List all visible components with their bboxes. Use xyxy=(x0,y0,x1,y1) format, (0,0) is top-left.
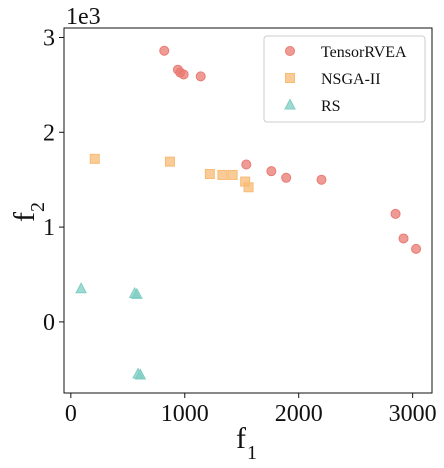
y-tick-label: 1 xyxy=(43,215,55,241)
plot-frame xyxy=(63,27,433,394)
y-tick-label: 0 xyxy=(43,310,55,336)
point-tensorrvea xyxy=(281,172,292,183)
y-scale-label: 1e3 xyxy=(66,4,101,30)
point-tensorrvea xyxy=(398,233,409,244)
y-tick-label: 2 xyxy=(43,120,55,146)
x-tick-label: 2000 xyxy=(275,401,323,427)
x-tick-label: 0 xyxy=(65,401,77,427)
legend-marker-tensorrvea xyxy=(285,46,295,56)
legend-marker-rs xyxy=(284,98,296,110)
y-axis-title-subscript: 2 xyxy=(27,202,49,212)
legend-label-tensorrvea: TensorRVEA xyxy=(321,44,407,61)
point-tensorrvea xyxy=(266,166,277,177)
legend: TensorRVEA NSGA-II RS xyxy=(263,35,426,123)
x-tick-label: 1000 xyxy=(161,401,209,427)
point-tensorrvea xyxy=(159,45,170,56)
y-axis-title: f xyxy=(8,212,41,222)
legend-box xyxy=(263,35,426,123)
point-tensorrvea xyxy=(316,174,327,185)
point-tensorrvea xyxy=(195,71,206,82)
legend-label-rs: RS xyxy=(321,98,341,115)
point-tensorrvea xyxy=(390,208,401,219)
point-rs xyxy=(131,287,143,299)
point-nsga-ii xyxy=(164,156,175,167)
data-points xyxy=(75,45,422,380)
point-tensorrvea xyxy=(241,159,252,170)
point-nsga-ii xyxy=(204,169,215,179)
point-tensorrvea xyxy=(411,243,422,254)
point-nsga-ii xyxy=(217,169,228,180)
point-nsga-ii xyxy=(89,153,100,164)
legend-marker-nsga-ii xyxy=(285,73,295,83)
point-tensorrvea xyxy=(178,69,189,80)
legend-markers xyxy=(284,46,296,110)
axis-ticks: 0 1000 2000 3000 0 1 2 3 xyxy=(43,25,437,427)
x-tick-label: 3000 xyxy=(389,401,437,427)
point-rs xyxy=(134,368,147,380)
point-nsga-ii xyxy=(243,182,254,193)
y-tick-label: 3 xyxy=(43,25,55,51)
legend-label-nsga2: NSGA-II xyxy=(321,71,381,88)
x-axis-title-subscript: 1 xyxy=(247,442,257,464)
point-rs xyxy=(75,282,87,294)
x-axis-title: f xyxy=(236,422,246,455)
point-nsga-ii xyxy=(227,169,238,180)
